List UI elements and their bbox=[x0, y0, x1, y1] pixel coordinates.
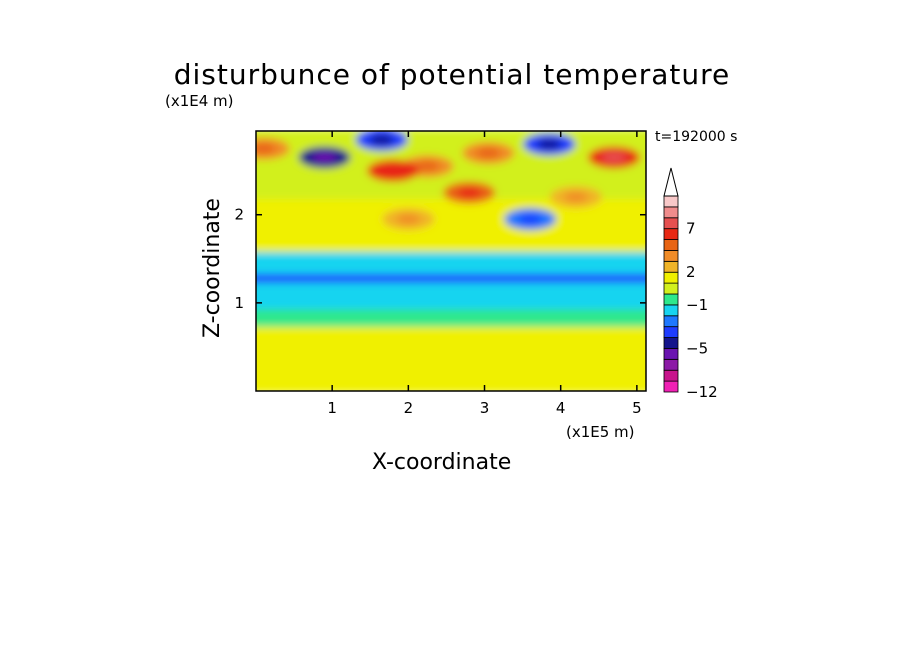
field-feature-core bbox=[312, 152, 337, 163]
colorbar-band bbox=[663, 358, 679, 371]
y-axis-unit: (x1E4 m) bbox=[165, 92, 234, 110]
colorbar-band bbox=[663, 293, 679, 306]
y-tick-label: 1 bbox=[234, 294, 244, 312]
colorbar-band bbox=[663, 326, 679, 338]
y-tick-label: 2 bbox=[234, 206, 244, 224]
colorbar-band bbox=[663, 315, 679, 328]
x-axis-label: X-coordinate bbox=[372, 450, 512, 475]
colorbar-label: 2 bbox=[686, 263, 696, 281]
heatmap-field bbox=[256, 131, 646, 391]
field-feature-core bbox=[396, 214, 421, 225]
field-feature-core bbox=[563, 192, 588, 203]
colorbar-label: −5 bbox=[686, 339, 708, 357]
colorbar-band bbox=[663, 282, 679, 295]
field-band bbox=[256, 349, 646, 391]
field-feature-core bbox=[476, 148, 501, 159]
colorbar-band bbox=[663, 250, 679, 262]
colorbar: −12−5−127 bbox=[663, 167, 718, 401]
colorbar-band bbox=[663, 195, 679, 208]
field-feature-core bbox=[537, 139, 562, 150]
colorbar-label: −1 bbox=[686, 296, 708, 314]
colorbar-extend-arrow bbox=[663, 167, 679, 197]
colorbar-band bbox=[663, 239, 679, 251]
colorbar-band bbox=[663, 228, 679, 240]
colorbar-band bbox=[663, 380, 679, 393]
x-tick-label: 2 bbox=[404, 399, 414, 417]
field-band bbox=[256, 322, 646, 354]
field-layers bbox=[256, 131, 646, 391]
field-feature-core bbox=[381, 165, 406, 176]
field-feature-core bbox=[518, 214, 543, 225]
field-feature-core bbox=[415, 161, 440, 172]
plot-frame bbox=[255, 130, 647, 392]
colorbar-band bbox=[663, 206, 679, 219]
colorbar-band bbox=[663, 348, 679, 360]
colorbar-band bbox=[663, 369, 679, 382]
chart-title: disturbunce of potential temperature bbox=[173, 58, 731, 91]
axes: 1 2 3 4 5 1 2 bbox=[234, 131, 646, 417]
colorbar-label: 7 bbox=[686, 220, 696, 238]
colorbar-band bbox=[663, 304, 679, 317]
field-feature-core bbox=[602, 152, 627, 163]
colorbar-band bbox=[663, 260, 679, 273]
time-label: t=192000 s bbox=[655, 129, 738, 145]
colorbar-band bbox=[663, 217, 679, 230]
field-feature-core bbox=[256, 143, 276, 154]
x-tick-label: 4 bbox=[556, 399, 566, 417]
colorbar-label: −12 bbox=[686, 383, 718, 401]
field-feature-core bbox=[369, 134, 394, 145]
field-band bbox=[256, 305, 646, 327]
colorbar-band bbox=[663, 271, 679, 284]
field-band bbox=[256, 278, 646, 310]
field-feature-core bbox=[457, 187, 482, 198]
x-axis-unit: (x1E5 m) bbox=[566, 423, 635, 441]
field-band bbox=[256, 247, 646, 275]
colorbar-band bbox=[663, 337, 679, 349]
x-tick-label: 3 bbox=[480, 399, 490, 417]
x-tick-label: 1 bbox=[327, 399, 337, 417]
x-tick-label: 5 bbox=[632, 399, 642, 417]
